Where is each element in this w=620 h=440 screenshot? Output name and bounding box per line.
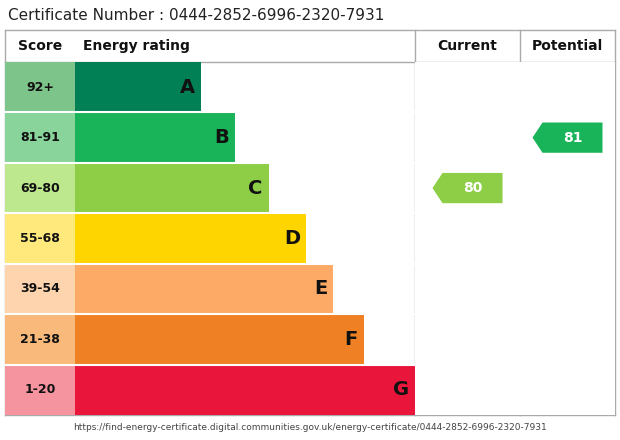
Bar	[75, 213, 306, 264]
Text: E: E	[314, 279, 327, 298]
Polygon shape	[433, 173, 502, 203]
Text: 92+: 92+	[26, 81, 54, 94]
Bar	[5, 213, 75, 264]
Text: Potential: Potential	[532, 39, 603, 53]
Bar	[5, 62, 75, 113]
Bar	[5, 113, 75, 163]
Text: 55-68: 55-68	[20, 232, 60, 245]
Bar	[75, 365, 415, 415]
Text: Score: Score	[18, 39, 62, 53]
Bar	[75, 62, 201, 113]
Text: Certificate Number : 0444-2852-6996-2320-7931: Certificate Number : 0444-2852-6996-2320…	[8, 7, 384, 22]
Text: D: D	[284, 229, 300, 248]
Text: 81-91: 81-91	[20, 131, 60, 144]
Bar	[75, 264, 334, 314]
Bar	[5, 163, 75, 213]
Text: 21-38: 21-38	[20, 333, 60, 346]
Bar	[75, 113, 235, 163]
Text: C: C	[249, 179, 263, 198]
Bar	[415, 264, 615, 314]
Bar	[415, 213, 615, 264]
Bar	[5, 264, 75, 314]
Bar	[415, 113, 615, 163]
Text: 81: 81	[563, 131, 582, 145]
Bar	[5, 314, 75, 365]
Text: B: B	[214, 128, 229, 147]
Text: G: G	[393, 380, 409, 399]
Polygon shape	[533, 122, 603, 153]
Text: 80: 80	[463, 181, 482, 195]
Bar	[415, 314, 615, 365]
Text: 69-80: 69-80	[20, 182, 60, 194]
Bar	[415, 62, 615, 113]
Text: 1-20: 1-20	[24, 383, 56, 396]
Text: A: A	[180, 78, 195, 97]
Bar	[5, 365, 75, 415]
Bar	[415, 365, 615, 415]
Text: 39-54: 39-54	[20, 282, 60, 295]
Text: F: F	[345, 330, 358, 349]
Text: Energy rating: Energy rating	[83, 39, 190, 53]
Bar	[415, 163, 615, 213]
Text: Current: Current	[438, 39, 497, 53]
Bar	[75, 163, 269, 213]
Text: https://find-energy-certificate.digital.communities.gov.uk/energy-certificate/04: https://find-energy-certificate.digital.…	[73, 423, 547, 432]
Bar	[75, 314, 364, 365]
